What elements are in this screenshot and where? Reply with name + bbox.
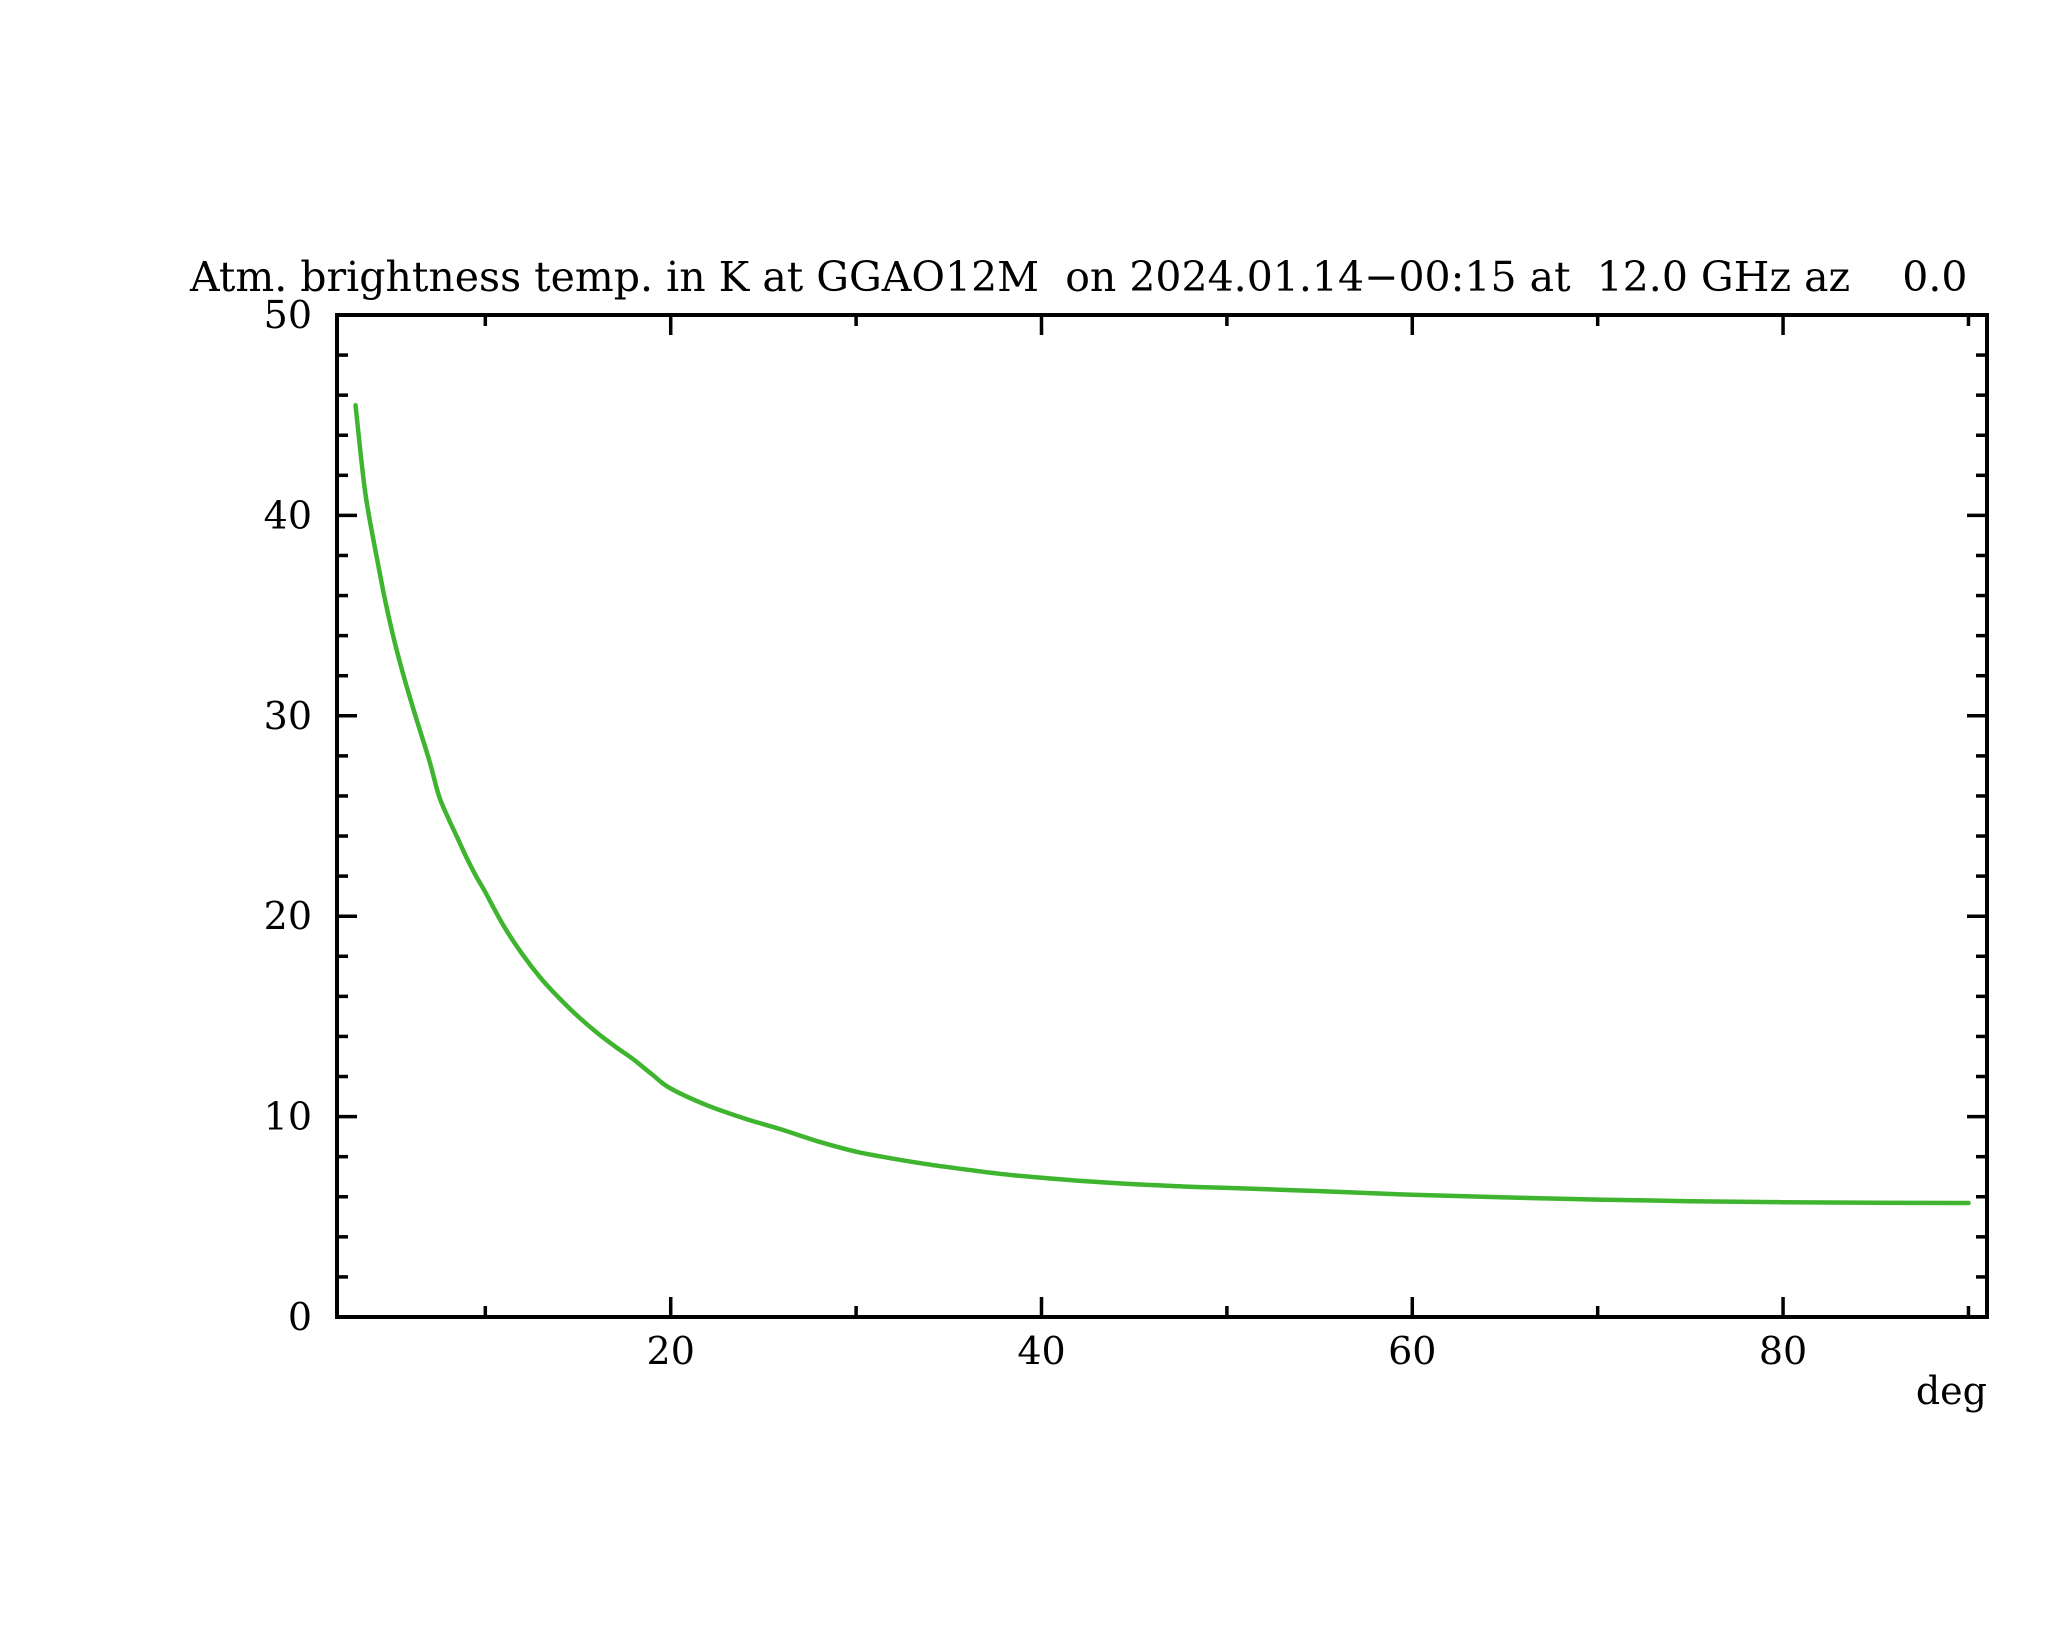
chart-title: Atm. brightness temp. in K at GGAO12M on… — [189, 253, 1967, 301]
y-tick-label: 20 — [264, 894, 312, 938]
y-tick-label: 30 — [264, 694, 312, 738]
y-tick-label: 40 — [264, 493, 312, 537]
x-tick-label: 20 — [647, 1329, 695, 1373]
axis-ticks — [337, 315, 1987, 1317]
y-tick-label: 0 — [288, 1295, 312, 1339]
x-tick-label: 80 — [1759, 1329, 1807, 1373]
plot-box — [335, 313, 1989, 1319]
y-tick-label: 10 — [264, 1095, 312, 1139]
plot-frame — [335, 313, 1989, 1319]
y-tick-label: 50 — [264, 293, 312, 337]
temperature-curve — [353, 402, 1971, 1206]
data-series — [353, 402, 1971, 1206]
x-tick-label: 60 — [1388, 1329, 1436, 1373]
x-tick-label: 40 — [1017, 1329, 1065, 1373]
x-axis-unit-label: deg — [1916, 1369, 1987, 1413]
axis-tick-labels: 20 40 60 80 0 10 20 30 40 50 — [264, 293, 1808, 1373]
